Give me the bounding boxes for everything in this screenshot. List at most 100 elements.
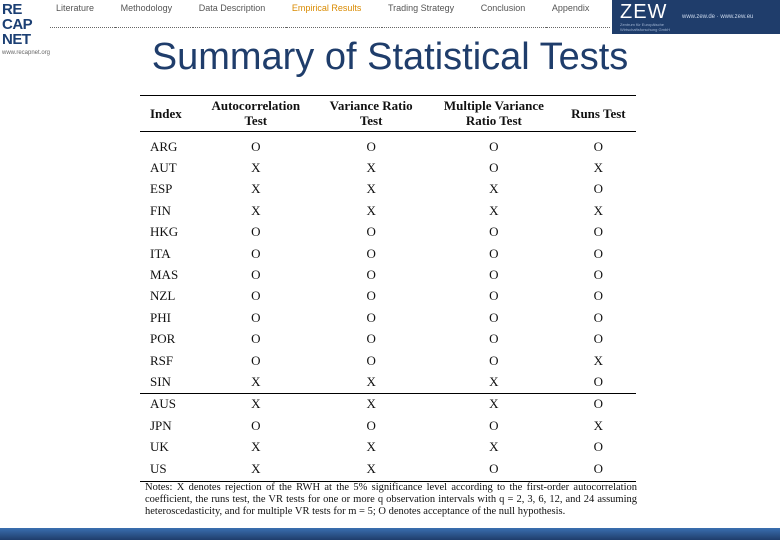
result-cell: O	[593, 331, 604, 347]
result-cell: O	[366, 224, 376, 240]
nav-item[interactable]: Methodology	[114, 0, 193, 28]
index-cell: HKG	[150, 224, 179, 240]
row-group: AUS X X X O JPN O O O X UK X X X O US X X O O	[140, 392, 636, 483]
index-cell: AUS	[140, 392, 197, 416]
result-cell: X	[315, 392, 427, 416]
index-cell: ESP	[150, 181, 173, 197]
index-cell: UK	[150, 439, 169, 455]
zew-url: www.zew.de · www.zew.eu	[682, 14, 754, 20]
result-cell: X	[593, 160, 604, 176]
table-row: UK X X X O	[140, 436, 636, 457]
result-cell: O	[489, 309, 499, 325]
result-cell: O	[593, 181, 604, 197]
result-cell: O	[489, 417, 499, 433]
table-row: FIN X X X X	[140, 200, 636, 221]
nav-item[interactable]: Literature	[50, 0, 115, 28]
result-cell: O	[593, 309, 604, 325]
index-cell: MAS	[150, 267, 179, 283]
result-cell: O	[366, 138, 376, 154]
table-row: NZL O O O O	[140, 286, 636, 307]
table-row: AUT X X O X	[140, 157, 636, 178]
result-cell: O	[489, 288, 499, 304]
table-row: HKG O O O O	[140, 222, 636, 243]
results-table: Index Autocorrelation Test Variance Ratio …	[140, 95, 636, 483]
table-row: MAS O O O O	[140, 264, 636, 285]
column-header: Runs Test	[560, 95, 636, 132]
result-cell: X	[251, 439, 261, 455]
table-row: ITA O O O O	[140, 243, 636, 264]
result-cell: O	[251, 309, 261, 325]
result-cell: X	[489, 373, 499, 389]
result-cell: X	[251, 160, 261, 176]
table-row: US X X O O	[140, 457, 636, 483]
logo-text: NET	[2, 31, 31, 48]
nav-bar: Literature Methodology Data Description Emp…	[50, 0, 610, 30]
result-cell: X	[593, 352, 604, 368]
result-cell: O	[427, 457, 561, 483]
table-row: ESP X X X O	[140, 179, 636, 200]
zew-name: ZEW	[620, 1, 668, 23]
result-cell: X	[251, 373, 261, 389]
result-cell: O	[366, 417, 376, 433]
result-cell: X	[489, 181, 499, 197]
result-cell: X	[251, 181, 261, 197]
result-cell: O	[366, 288, 376, 304]
index-cell: US	[140, 457, 197, 483]
result-cell: X	[196, 392, 316, 416]
zew-logo: ZEW Zentrum für Europäische Wirtschaftsf…	[612, 0, 780, 34]
nav-item[interactable]: Appendix	[545, 0, 610, 28]
result-cell: O	[366, 352, 376, 368]
result-cell: O	[489, 138, 499, 154]
result-cell: X	[366, 181, 376, 197]
index-cell: NZL	[150, 288, 176, 304]
logo-text: CAP	[2, 16, 33, 33]
table-row: POR O O O O	[140, 329, 636, 350]
nav-item[interactable]: Trading Strategy	[381, 0, 475, 28]
result-cell: X	[251, 202, 261, 218]
result-cell: O	[366, 309, 376, 325]
result-cell: X	[196, 457, 316, 483]
table-row: SIN X X X O	[140, 371, 636, 393]
result-cell: O	[251, 224, 261, 240]
table-row: RSF O O O X	[140, 350, 636, 371]
result-cell: O	[593, 138, 604, 154]
result-cell: O	[251, 245, 261, 261]
result-cell: O	[251, 352, 261, 368]
index-cell: RSF	[150, 352, 174, 368]
result-cell: O	[489, 267, 499, 283]
column-header: Variance Ratio Test	[315, 95, 427, 132]
result-cell: O	[489, 245, 499, 261]
nav-item[interactable]: Data Description	[192, 0, 286, 28]
result-cell: O	[593, 245, 604, 261]
result-cell: O	[251, 288, 261, 304]
result-cell: O	[593, 224, 604, 240]
result-cell: X	[366, 202, 376, 218]
result-cell: O	[489, 352, 499, 368]
index-cell: SIN	[150, 373, 171, 389]
column-header: Index	[140, 95, 197, 132]
result-cell: O	[489, 331, 499, 347]
table-row: PHI O O O O	[140, 307, 636, 328]
result-cell: O	[489, 224, 499, 240]
result-cell: X	[366, 373, 376, 389]
nav-item[interactable]: Conclusion	[474, 0, 546, 28]
index-cell: AUT	[150, 160, 177, 176]
result-cell: O	[560, 392, 636, 416]
logo-url: www.recapnet.org	[2, 50, 51, 56]
result-cell: O	[251, 331, 261, 347]
nav-item[interactable]: Empirical Results	[285, 0, 382, 28]
result-cell: O	[593, 439, 604, 455]
result-cell: X	[593, 202, 604, 218]
index-cell: FIN	[150, 202, 171, 218]
index-cell: POR	[150, 331, 176, 347]
zew-subtitle: Zentrum für Europäische Wirtschaftsforsc…	[620, 22, 671, 32]
result-cell: O	[251, 417, 261, 433]
result-cell: O	[251, 267, 261, 283]
table-row: JPN O O O X	[140, 415, 636, 436]
slide-title: Summary of Statistical Tests	[151, 36, 629, 78]
index-cell: JPN	[150, 417, 172, 433]
result-cell: O	[251, 138, 261, 154]
result-cell: O	[489, 160, 499, 176]
result-cell: O	[366, 245, 376, 261]
footer-bar	[0, 528, 780, 540]
